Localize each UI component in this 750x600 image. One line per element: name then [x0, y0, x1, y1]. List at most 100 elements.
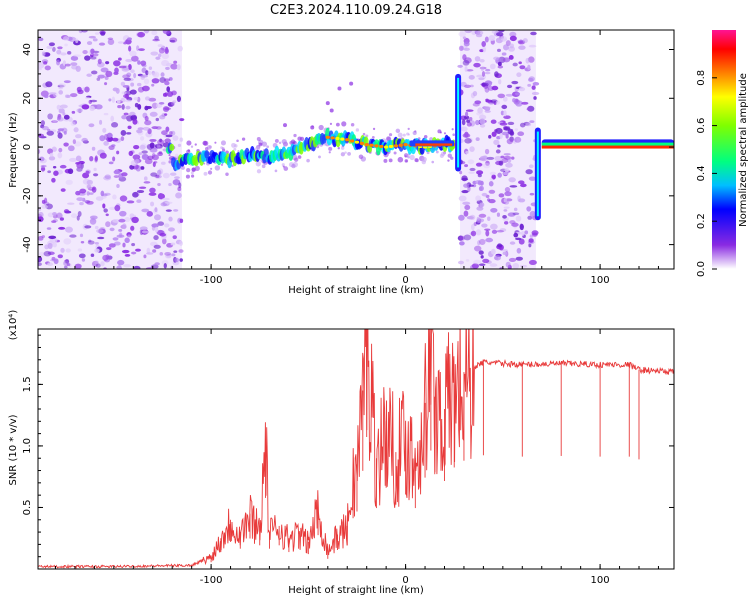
noise-speckle — [72, 120, 78, 125]
noise-speckle — [502, 215, 507, 219]
noise-speckle — [496, 212, 501, 217]
noise-speckle — [116, 183, 120, 188]
noise-speckle — [164, 223, 170, 228]
noise-speckle — [488, 34, 496, 42]
noise-speckle — [179, 258, 183, 262]
noise-speckle — [122, 85, 130, 88]
noise-speckle — [518, 61, 522, 65]
noise-speckle — [517, 131, 525, 136]
noise-speckle — [157, 193, 164, 200]
noise-speckle — [473, 62, 481, 68]
noise-speckle — [509, 185, 518, 188]
stray-point — [310, 125, 315, 130]
ridge-halo-speck — [214, 141, 217, 144]
noise-speckle — [482, 258, 490, 264]
noise-speckle — [490, 207, 498, 213]
noise-speckle — [121, 67, 130, 72]
ridge-halo-speck — [388, 158, 393, 163]
noise-speckle — [512, 98, 516, 103]
noise-speckle — [139, 144, 146, 150]
noise-speckle — [484, 36, 489, 43]
noise-speckle — [460, 126, 468, 132]
noise-speckle — [142, 126, 150, 131]
noise-speckle — [469, 146, 475, 152]
ridge-halo-speck — [341, 121, 347, 127]
noise-speckle — [494, 254, 501, 261]
noise-speckle — [491, 229, 498, 234]
ridge-halo-speck — [220, 140, 226, 146]
noise-speckle — [478, 263, 486, 267]
noise-speckle — [41, 199, 46, 204]
noise-speckle — [74, 263, 82, 269]
noise-speckle — [513, 232, 519, 238]
noise-speckle — [459, 235, 466, 241]
noise-speckle — [175, 192, 182, 199]
noise-speckle — [503, 127, 511, 131]
noise-speckle — [497, 61, 502, 66]
noise-speckle — [103, 141, 109, 146]
noise-speckle — [89, 215, 98, 220]
ridge-core-cell — [335, 136, 340, 141]
noise-speckle — [41, 204, 48, 209]
noise-speckle — [164, 48, 169, 54]
noise-speckle — [157, 151, 163, 157]
noise-speckle — [488, 134, 492, 139]
noise-speckle — [108, 98, 112, 102]
noise-speckle — [154, 262, 160, 266]
ridge-halo-speck — [274, 169, 278, 173]
noise-speckle — [487, 81, 493, 84]
ridge-halo-speck — [231, 164, 234, 167]
ridge-halo-speck — [395, 128, 401, 134]
noise-speckle — [85, 184, 94, 190]
noise-speckle — [162, 238, 167, 245]
noise-speckle — [468, 116, 473, 121]
noise-speckle — [475, 229, 482, 236]
noise-speckle — [462, 54, 467, 61]
noise-speckle — [513, 207, 518, 212]
noise-speckle — [514, 128, 519, 131]
ridge-halo-speck — [452, 133, 456, 137]
noise-speckle — [43, 250, 52, 257]
colorbar-tick-label: 0.8 — [696, 70, 707, 86]
noise-speckle — [508, 177, 516, 183]
noise-speckle — [164, 81, 170, 86]
noise-speckle — [105, 61, 110, 65]
noise-speckle — [477, 173, 482, 178]
noise-speckle — [137, 60, 141, 65]
noise-speckle — [79, 233, 84, 238]
ridge-core-cell — [340, 137, 345, 141]
noise-speckle — [43, 61, 48, 65]
noise-speckle — [130, 225, 135, 231]
ridge-halo-speck — [231, 142, 236, 148]
noise-speckle — [464, 204, 471, 211]
snr-xtick-label: -100 — [200, 575, 223, 586]
noise-speckle — [504, 167, 510, 173]
noise-speckle — [493, 56, 500, 61]
noise-speckle — [107, 37, 114, 41]
ridge-halo-speck — [386, 136, 391, 141]
noise-speckle — [144, 115, 149, 122]
colorbar-tick-label: 0.0 — [696, 261, 707, 277]
snr-axes: -100 0 100 0.5 1.0 1.5 — [22, 329, 674, 586]
ridge-halo-speck — [283, 166, 289, 171]
noise-speckle — [507, 158, 512, 163]
noise-speckle — [501, 104, 508, 110]
noise-speckle — [38, 251, 46, 257]
noise-speckle — [151, 223, 159, 228]
noise-speckle — [126, 200, 135, 204]
noise-speckle — [466, 122, 472, 127]
ridge-halo-speck — [347, 151, 351, 156]
noise-speckle — [497, 144, 501, 148]
noise-speckle — [59, 164, 67, 169]
noise-speckle — [519, 264, 528, 268]
noise-speckle — [531, 91, 540, 96]
ridge-halo-speck — [190, 145, 194, 148]
ridge-core-cell — [393, 144, 399, 148]
noise-speckle — [502, 251, 507, 255]
ridge-halo-speck — [278, 141, 282, 145]
ridge-halo-speck — [207, 170, 213, 175]
colorbar-ticks: 0.0 0.2 0.4 0.6 0.8 — [696, 70, 717, 277]
noise-speckle — [47, 128, 51, 132]
noise-speckle — [136, 82, 142, 87]
noise-speckle — [173, 60, 178, 64]
